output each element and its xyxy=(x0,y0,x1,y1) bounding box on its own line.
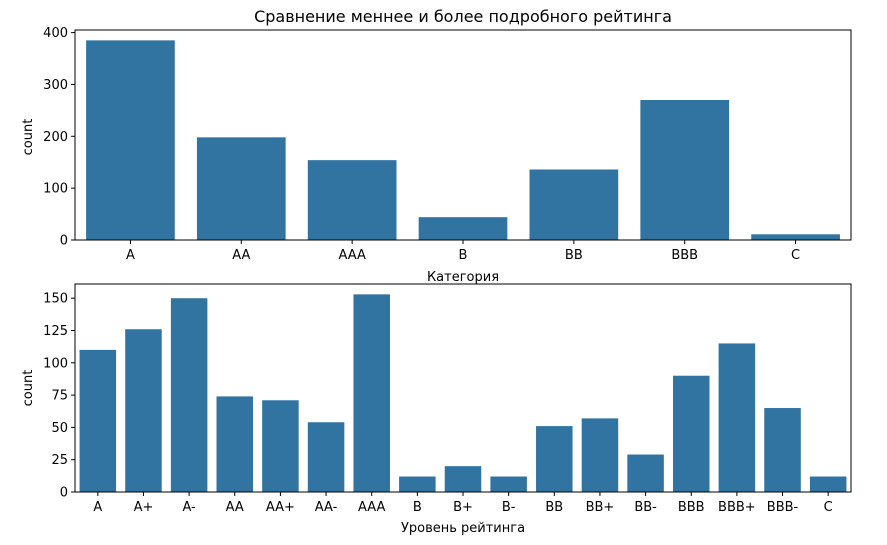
x-ticks-top: A AA AAA B BB BBB C xyxy=(126,240,800,263)
bar-bottom-BB+ xyxy=(581,418,619,492)
y-axis-label-top: count xyxy=(21,119,36,156)
y-tick-label-bottom: 100 xyxy=(43,356,68,371)
x-tick-label-bottom: A+ xyxy=(134,500,154,515)
x-axis-label-bottom: Уровень рейтинга xyxy=(401,521,525,536)
x-tick-label-top: BBB xyxy=(671,248,698,263)
bar-bottom-A xyxy=(79,349,117,492)
x-tick-label-top: AA xyxy=(232,248,250,263)
x-tick-label-bottom: AA- xyxy=(315,500,338,515)
axes-frame-bottom xyxy=(74,283,852,493)
x-tick-label-bottom: A- xyxy=(182,500,196,515)
plot-area-top xyxy=(74,29,852,241)
bar-top-A xyxy=(86,40,175,241)
x-tick-label-top: A xyxy=(126,248,135,263)
x-tick-label-top: AAA xyxy=(338,248,366,263)
x-tick-label-top: B xyxy=(459,248,468,263)
y-tick-label-bottom: 125 xyxy=(43,324,68,339)
bar-top-C xyxy=(751,234,840,240)
bars-top xyxy=(86,40,840,241)
x-tick-label-bottom: B xyxy=(413,500,422,515)
y-tick-label-top: 0 xyxy=(60,234,68,249)
bar-bottom-C xyxy=(809,476,847,492)
bar-bottom-BB xyxy=(536,426,573,492)
bar-bottom-AAA xyxy=(353,294,390,492)
x-tick-label-bottom: C xyxy=(824,500,833,515)
x-axis-label-top: Категория xyxy=(427,270,499,285)
bar-top-AA xyxy=(196,137,286,240)
y-ticks-top: 0 100 200 300 400 xyxy=(43,26,75,249)
x-tick-label-bottom: B+ xyxy=(453,500,473,515)
axes-frame-top xyxy=(74,29,852,241)
bar-bottom-BB- xyxy=(627,454,664,492)
x-tick-label-bottom: BB- xyxy=(634,500,657,515)
bars-bottom xyxy=(79,294,847,492)
bar-bottom-B+ xyxy=(444,466,482,492)
bar-bottom-AA+ xyxy=(262,400,299,492)
y-tick-label-bottom: 25 xyxy=(51,453,68,468)
x-tick-label-bottom: BBB+ xyxy=(718,500,756,515)
y-tick-label-top: 200 xyxy=(43,130,68,145)
figure-title: Сравнение меннее и более подробного рейт… xyxy=(254,7,672,26)
bar-top-AAA xyxy=(307,160,397,240)
y-tick-label-bottom: 0 xyxy=(60,486,68,501)
x-tick-label-bottom: BBB xyxy=(678,500,705,515)
chart-bottom: A A+ A- AA AA+ AA- AAA B B+ B- BB BB+ BB- BBB BBB+ BBB-… xyxy=(21,283,852,536)
bar-bottom-AA xyxy=(216,396,254,492)
bar-top-BB xyxy=(529,169,619,240)
bar-bottom-BBB xyxy=(672,375,710,492)
y-tick-label-top: 300 xyxy=(43,78,68,93)
bar-bottom-A- xyxy=(170,298,208,492)
y-tick-label-top: 100 xyxy=(43,182,68,197)
x-tick-label-bottom: BBB- xyxy=(767,500,799,515)
y-tick-label-bottom: 150 xyxy=(43,292,68,307)
y-tick-label-top: 400 xyxy=(43,26,68,41)
bar-bottom-BBB+ xyxy=(718,343,756,492)
bar-bottom-B xyxy=(399,476,436,492)
y-axis-label-bottom: count xyxy=(21,370,36,407)
bar-top-BBB xyxy=(640,100,730,240)
x-tick-label-bottom: A xyxy=(93,500,102,515)
x-tick-label-bottom: B- xyxy=(502,500,516,515)
bar-bottom-BBB- xyxy=(764,408,801,492)
x-tick-label-bottom: AA+ xyxy=(266,500,295,515)
y-tick-label-bottom: 50 xyxy=(51,421,68,436)
bar-bottom-AA- xyxy=(307,422,345,492)
bar-bottom-B- xyxy=(490,476,527,492)
x-tick-label-top: C xyxy=(791,248,800,263)
x-tick-label-bottom: AAA xyxy=(358,500,386,515)
x-tick-label-bottom: BB+ xyxy=(586,500,615,515)
y-tick-label-bottom: 75 xyxy=(51,389,68,404)
x-tick-label-bottom: BB xyxy=(545,500,563,515)
x-tick-label-top: BB xyxy=(565,248,583,263)
x-ticks-bottom: A A+ A- AA AA+ AA- AAA B B+ B- BB BB+ BB- BBB BBB+ BBB-… xyxy=(93,492,833,515)
bar-bottom-A+ xyxy=(125,329,162,492)
bar-top-B xyxy=(418,217,508,240)
y-ticks-bottom: 0 25 50 75 100 125 150 xyxy=(43,292,75,501)
x-tick-label-bottom: AA xyxy=(226,500,244,515)
